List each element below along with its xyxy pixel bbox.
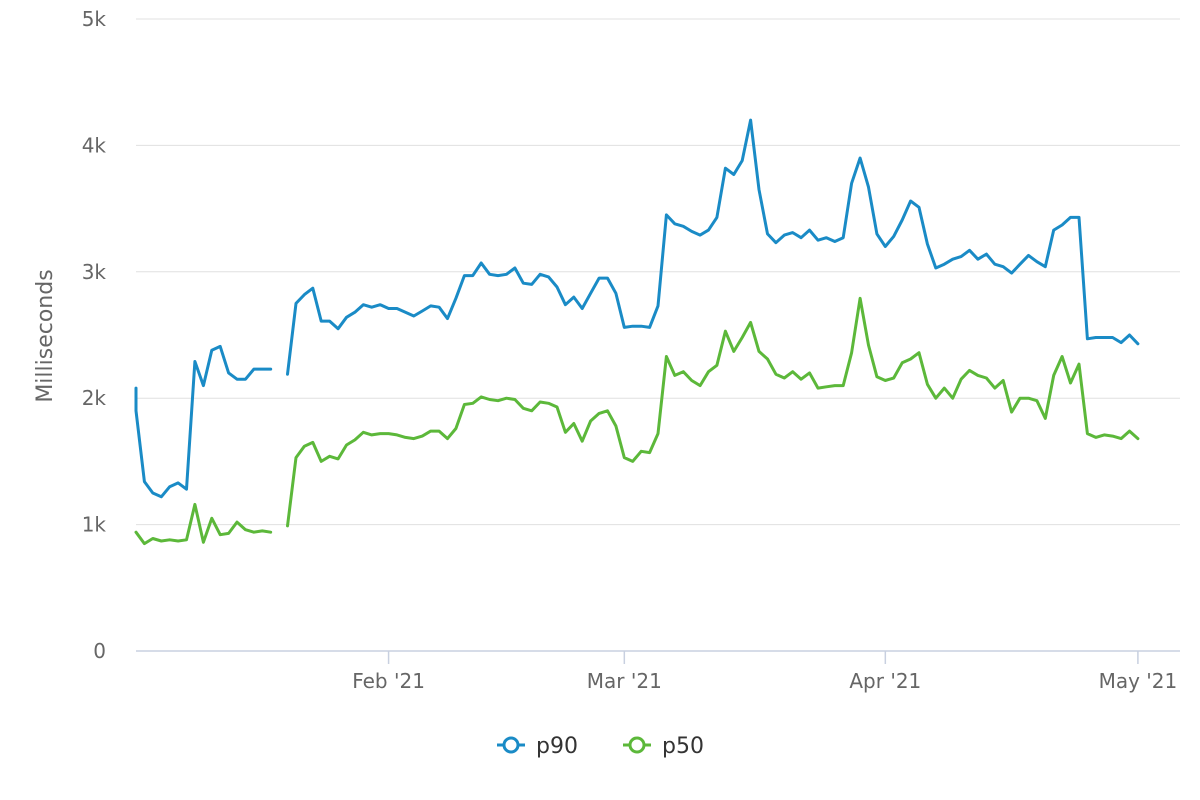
series-lines bbox=[134, 118, 1140, 546]
y-axis-title: Milliseconds bbox=[33, 269, 58, 402]
series-p50 bbox=[134, 296, 1140, 546]
series-p90-line bbox=[286, 118, 1140, 376]
series-p50-line bbox=[134, 502, 273, 546]
y-tick-label: 2k bbox=[82, 386, 107, 410]
legend-marker-icon bbox=[628, 736, 646, 754]
series-p50-line bbox=[286, 296, 1140, 528]
series-p90 bbox=[134, 118, 1140, 499]
x-tick-label: Feb '21 bbox=[352, 669, 425, 693]
y-tick-label: 5k bbox=[82, 7, 107, 31]
legend-label: p90 bbox=[536, 734, 578, 759]
legend[interactable]: p90 p50 bbox=[497, 734, 704, 759]
legend-marker-icon bbox=[502, 736, 520, 754]
axes: 0 1k 2k 3k 4k 5k Feb '21 Mar '21 Apr '21 May '21 bbox=[82, 7, 1180, 693]
legend-item-p90[interactable]: p90 bbox=[497, 734, 578, 759]
series-p90-line bbox=[134, 344, 273, 499]
grid-lines bbox=[136, 18, 1180, 526]
legend-item-p50[interactable]: p50 bbox=[623, 734, 704, 759]
x-tick-label: Apr '21 bbox=[849, 669, 921, 693]
y-tick-label: 1k bbox=[82, 513, 107, 537]
y-tick-label: 0 bbox=[93, 639, 106, 663]
y-tick-label: 4k bbox=[82, 133, 107, 157]
x-tick-label: Mar '21 bbox=[587, 669, 662, 693]
y-tick-label: 3k bbox=[82, 260, 107, 284]
x-tick-label: May '21 bbox=[1099, 669, 1178, 693]
legend-label: p50 bbox=[662, 734, 704, 759]
